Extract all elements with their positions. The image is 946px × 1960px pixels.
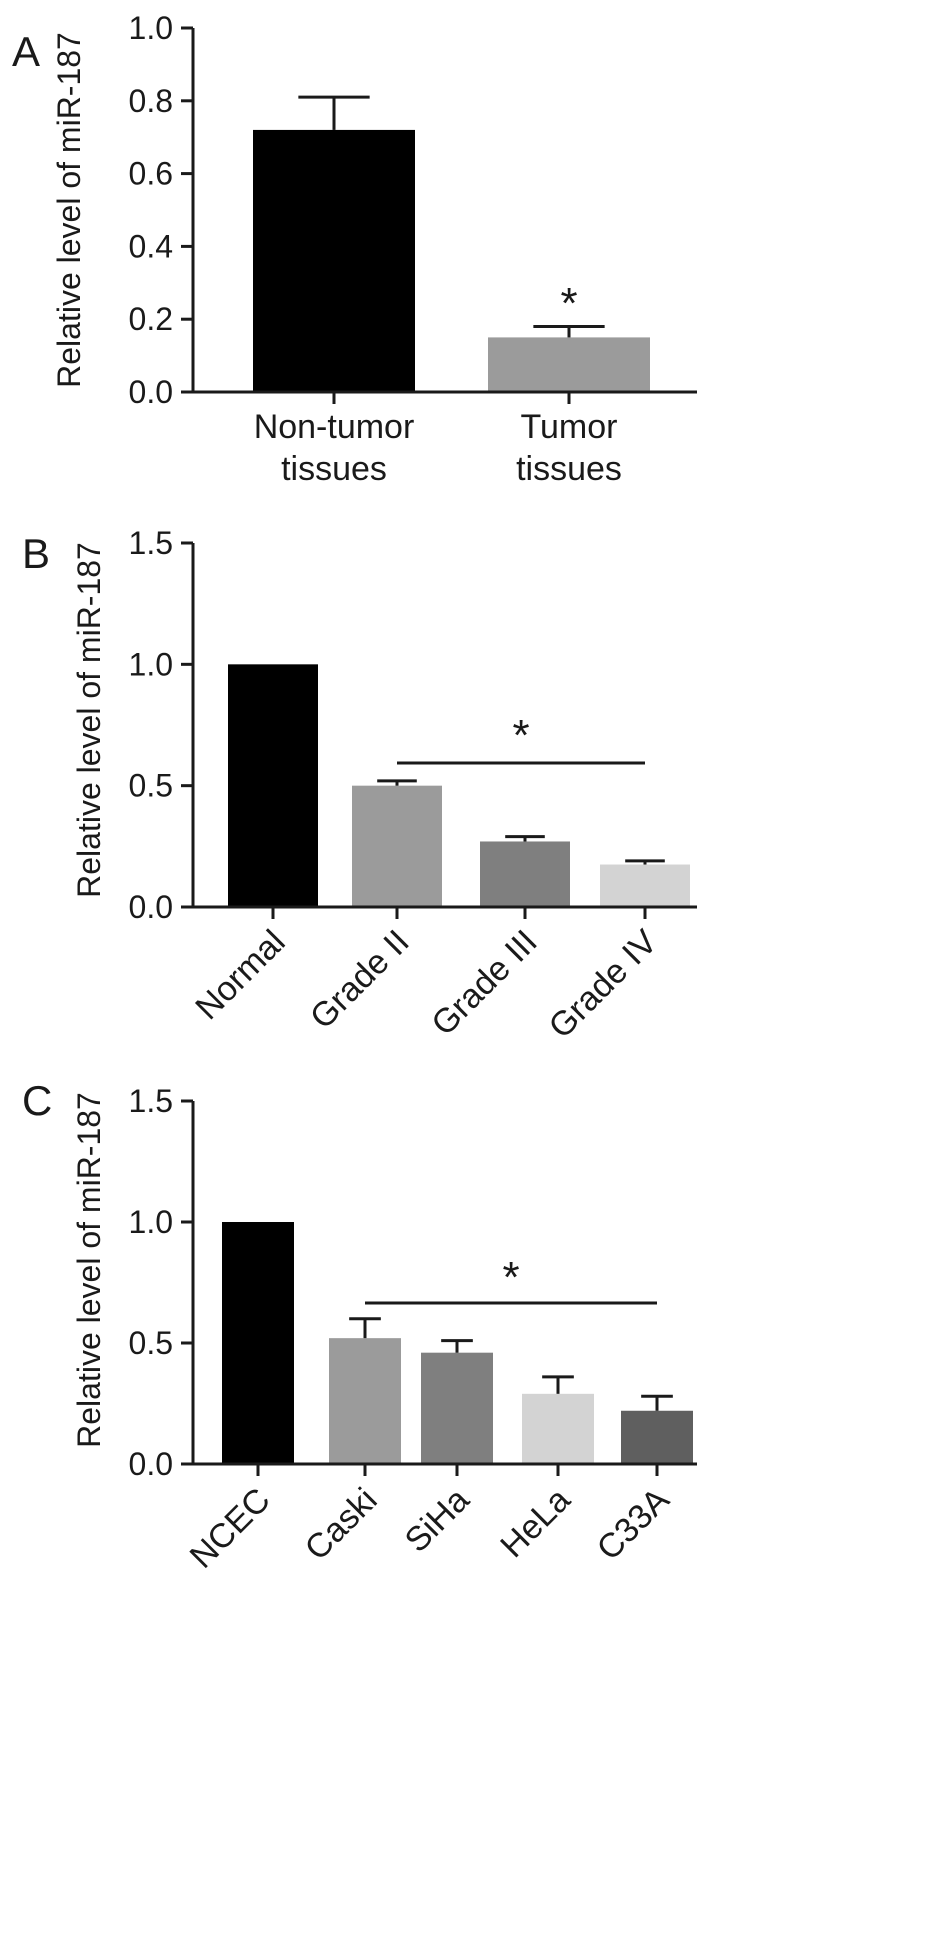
panel-c-chart: C Relative level of miR-187 0.0 0.5 1.0 1.5… xyxy=(22,1077,697,1576)
panel-b-letter: B xyxy=(22,530,50,577)
panel-c-bar xyxy=(329,1338,401,1464)
panel-a-y-tick-label: 0.2 xyxy=(129,301,173,337)
panel-b-chart: B Relative level of miR-187 0.0 0.5 1.0 1.5… xyxy=(22,525,697,1046)
panel-a-y-tick-label: 1.0 xyxy=(129,10,173,46)
panel-b-bar xyxy=(600,864,690,907)
panel-c-bar xyxy=(222,1222,294,1464)
panel-a-category-label: Tumor xyxy=(521,408,618,446)
panel-b-bar xyxy=(352,785,442,907)
panel-c-bar xyxy=(522,1393,594,1464)
panel-c-category-label: C33A xyxy=(590,1481,677,1568)
panel-c-bar xyxy=(621,1410,693,1464)
panel-a-letter: A xyxy=(12,28,40,75)
panel-b-y-tick-label: 1.5 xyxy=(129,525,173,561)
panel-b-y-tick-label: 0.0 xyxy=(129,889,173,925)
panel-b-bar xyxy=(228,664,318,907)
panel-c-category-label: HeLa xyxy=(493,1481,577,1565)
panel-c-y-tick-label: 1.0 xyxy=(129,1204,173,1240)
panel-c-y-tick-label: 0.5 xyxy=(129,1325,173,1361)
panel-a-category-label: tissues xyxy=(516,450,622,488)
panel-b-y-tick-label: 0.5 xyxy=(129,768,173,804)
panel-b-category-label: Grade IV xyxy=(542,923,665,1046)
panel-a-y-axis-title: Relative level of miR-187 xyxy=(51,32,87,388)
panel-a-category-label: Non-tumor xyxy=(254,408,415,446)
panel-b-y-axis-title: Relative level of miR-187 xyxy=(71,542,107,898)
panel-c-y-tick-label: 1.5 xyxy=(129,1083,173,1119)
panel-b-category-label: Normal xyxy=(188,923,292,1027)
panel-a-y-tick-label: 0.8 xyxy=(129,83,173,119)
panel-b-significance-star: * xyxy=(512,711,529,760)
panel-c-bar xyxy=(421,1352,493,1464)
panel-a-chart: A Relative level of miR-187 0.0 0.2 0.4 0.6… xyxy=(12,10,697,488)
panel-a-bar xyxy=(488,337,650,392)
panel-b-bar xyxy=(480,841,570,907)
panel-c-significance-star: * xyxy=(502,1253,519,1302)
panel-c-category-label: Caski xyxy=(298,1481,385,1568)
panel-a-y-tick-label: 0.0 xyxy=(129,374,173,410)
panel-a-significance-star: * xyxy=(560,279,577,328)
panel-b-category-label: Grade III xyxy=(424,923,544,1043)
panel-a-category-label: tissues xyxy=(281,450,387,488)
panel-a-y-tick-label: 0.6 xyxy=(129,156,173,192)
panel-c-y-tick-label: 0.0 xyxy=(129,1446,173,1482)
panel-a-y-tick-label: 0.4 xyxy=(129,228,173,264)
panel-a-bar xyxy=(253,129,415,393)
panel-c-y-axis-title: Relative level of miR-187 xyxy=(71,1092,107,1448)
panel-b-y-tick-label: 1.0 xyxy=(129,646,173,682)
panel-c-category-label: NCEC xyxy=(183,1481,278,1576)
panel-c-letter: C xyxy=(22,1077,52,1124)
panel-c-category-label: SiHa xyxy=(398,1481,477,1560)
panel-b-category-label: Grade II xyxy=(303,923,417,1037)
